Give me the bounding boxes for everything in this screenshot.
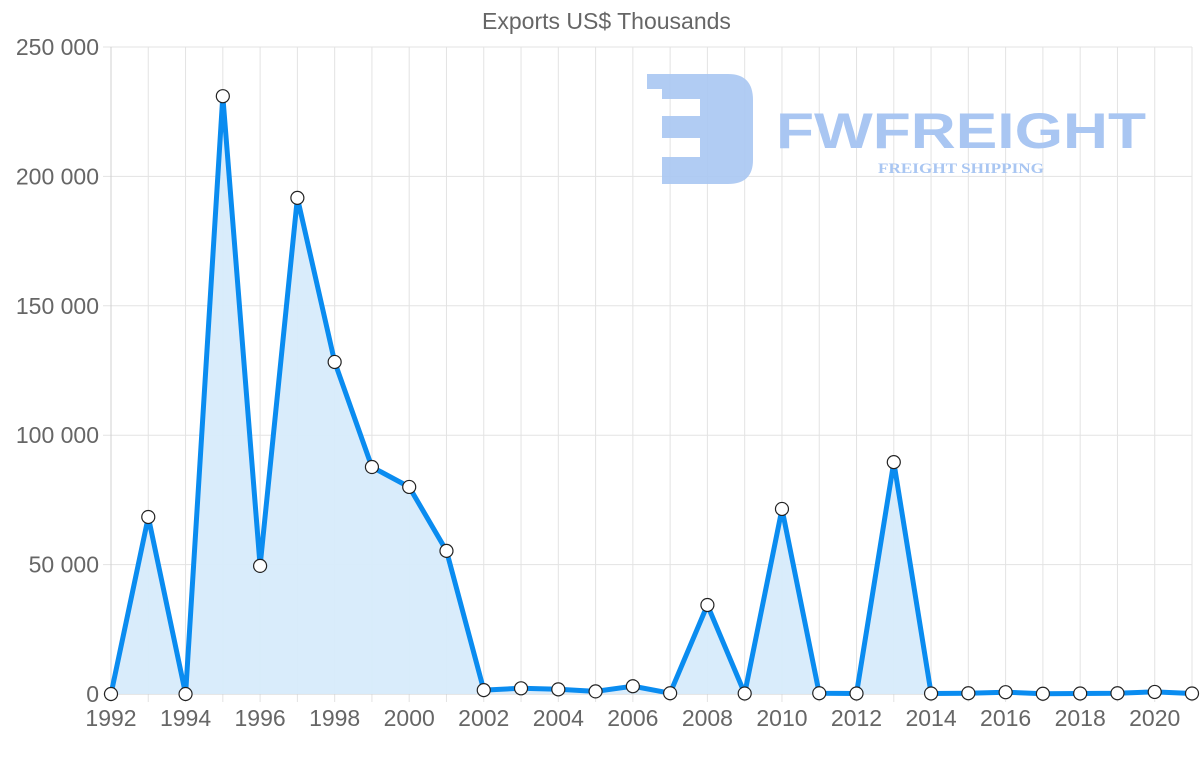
data-point[interactable]	[886, 455, 901, 470]
data-point[interactable]	[1184, 686, 1200, 701]
y-tick-label: 0	[86, 681, 99, 707]
x-tick-label: 2014	[905, 705, 956, 731]
x-tick-label: 1992	[85, 705, 136, 731]
data-point[interactable]	[625, 679, 640, 694]
x-tick-label: 2000	[384, 705, 435, 731]
y-tick-label: 150 000	[16, 293, 99, 319]
data-point[interactable]	[402, 479, 417, 495]
data-point[interactable]	[513, 681, 529, 696]
y-tick-label: 50 000	[29, 552, 99, 578]
y-tick-label: 250 000	[16, 34, 99, 60]
data-point[interactable]	[1110, 686, 1125, 701]
y-tick-label: 100 000	[16, 422, 99, 448]
data-point[interactable]	[215, 89, 230, 104]
x-tick-label: 2016	[980, 705, 1031, 731]
data-point[interactable]	[1035, 686, 1050, 701]
data-point[interactable]	[364, 459, 380, 475]
data-point[interactable]	[551, 682, 566, 697]
data-point[interactable]	[961, 686, 976, 701]
x-tick-label: 2012	[831, 705, 882, 731]
data-point[interactable]	[253, 558, 268, 573]
x-tick-label: 1996	[235, 705, 286, 731]
data-point[interactable]	[998, 685, 1013, 700]
x-tick-label: 2018	[1055, 705, 1106, 731]
data-point[interactable]	[663, 686, 678, 701]
y-axis: 0 50 000 100 000 150 000 200 000 250 000	[16, 34, 99, 707]
x-tick-label: 2008	[682, 705, 733, 731]
data-point[interactable]	[1147, 684, 1162, 700]
series-area-fill	[111, 96, 1192, 694]
data-point[interactable]	[1073, 686, 1088, 701]
fwfreight-watermark: FWFREIGHT FREIGHT SHIPPING	[647, 74, 1146, 184]
data-point[interactable]	[290, 190, 305, 205]
data-point[interactable]	[700, 597, 715, 613]
x-tick-label: 2010	[756, 705, 807, 731]
data-point[interactable]	[141, 509, 156, 525]
watermark-tagline-text: FREIGHT SHIPPING	[878, 161, 1044, 177]
x-tick-label: 2020	[1129, 705, 1180, 731]
data-point[interactable]	[774, 501, 790, 517]
y-tick-label: 200 000	[16, 163, 99, 189]
x-axis: 1992 1994 1996 1998 2000 2002 2004 2006 2008 2010…	[85, 705, 1180, 731]
data-point[interactable]	[588, 684, 603, 699]
data-point[interactable]	[476, 683, 491, 698]
data-points	[103, 89, 1200, 702]
data-point[interactable]	[812, 686, 827, 701]
x-tick-label: 1998	[309, 705, 360, 731]
watermark-brand-text: FWFREIGHT	[776, 103, 1146, 159]
data-point[interactable]	[923, 686, 939, 701]
data-point[interactable]	[178, 686, 193, 702]
x-tick-label: 2002	[458, 705, 509, 731]
fwfreight-logo-icon	[647, 74, 753, 184]
chart-title: Exports US$ Thousands	[482, 8, 731, 34]
x-tick-label: 1994	[160, 705, 211, 731]
x-tick-label: 2004	[533, 705, 584, 731]
data-point[interactable]	[327, 354, 342, 370]
x-tick-label: 2006	[607, 705, 658, 731]
data-point[interactable]	[737, 686, 752, 701]
data-point[interactable]	[103, 686, 119, 702]
data-point[interactable]	[439, 543, 454, 558]
data-point[interactable]	[849, 686, 864, 701]
